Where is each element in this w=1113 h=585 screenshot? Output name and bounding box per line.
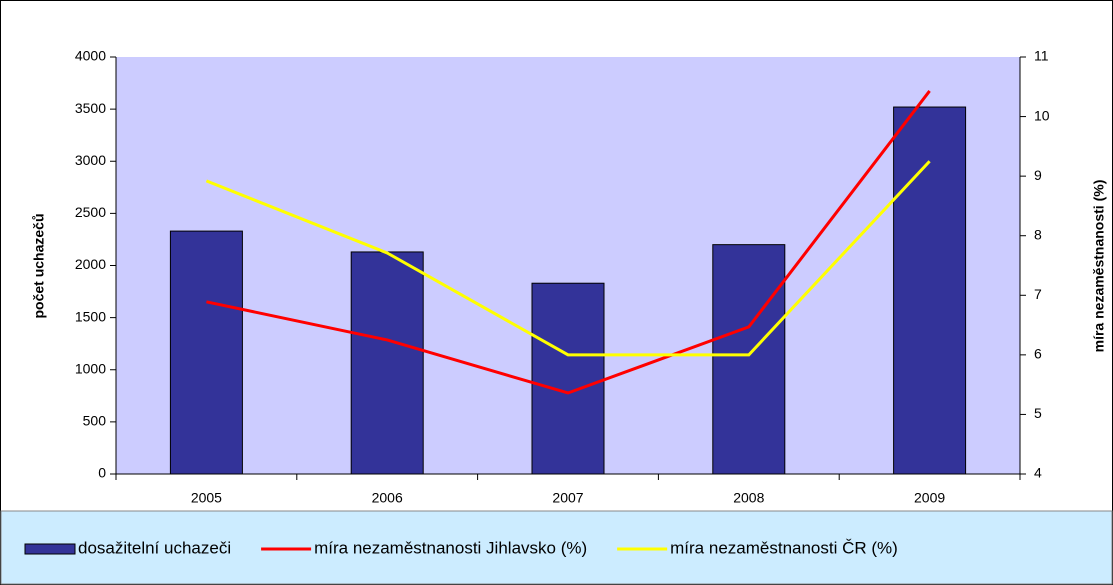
bar: [531, 282, 605, 475]
x-tick-label: 2008: [733, 490, 764, 506]
x-tick-label: 2006: [372, 490, 403, 506]
y2-tick-label: 8: [1034, 226, 1042, 242]
y2-tick-label: 5: [1034, 405, 1042, 421]
y2-tick-label: 11: [1034, 48, 1049, 64]
legend-label: míra nezaměstnanosti ČR (%): [670, 538, 898, 557]
y-tick-label: 4000: [75, 48, 106, 64]
y-tick-label: 3000: [75, 152, 106, 168]
line: [206, 90, 931, 395]
y-tick-label: 500: [83, 413, 107, 429]
bar: [893, 106, 967, 475]
legend-label: míra nezaměstnanosti Jihlavsko (%): [314, 538, 587, 557]
x-tick-label: 2005: [191, 490, 222, 506]
y2-tick-label: 10: [1034, 107, 1050, 123]
y-tick-label: 1500: [75, 308, 106, 324]
x-tick-label: 2007: [552, 490, 583, 506]
y2-tick-label: 9: [1034, 167, 1042, 183]
y-axis-title: počet uchazečů: [31, 213, 47, 318]
x-tick-label: 2009: [914, 490, 945, 506]
bar: [712, 244, 786, 475]
y2-tick-label: 6: [1034, 346, 1042, 362]
y-tick-label: 1000: [75, 360, 106, 376]
y-tick-label: 2000: [75, 256, 106, 272]
y2-tick-label: 7: [1034, 286, 1042, 302]
legend-swatch: [24, 543, 76, 555]
y-tick-label: 2500: [75, 204, 106, 220]
bar: [169, 230, 243, 475]
y2-axis-title: míra nezaměstnanosti (%): [1091, 180, 1107, 353]
y2-tick-label: 4: [1034, 465, 1042, 481]
legend-label: dosažitelní uchazeči: [78, 538, 231, 557]
bar: [350, 251, 424, 475]
legend-box: [0, 510, 1113, 585]
line: [205, 160, 931, 357]
y-tick-label: 0: [98, 465, 106, 481]
y-tick-label: 3500: [75, 100, 106, 116]
